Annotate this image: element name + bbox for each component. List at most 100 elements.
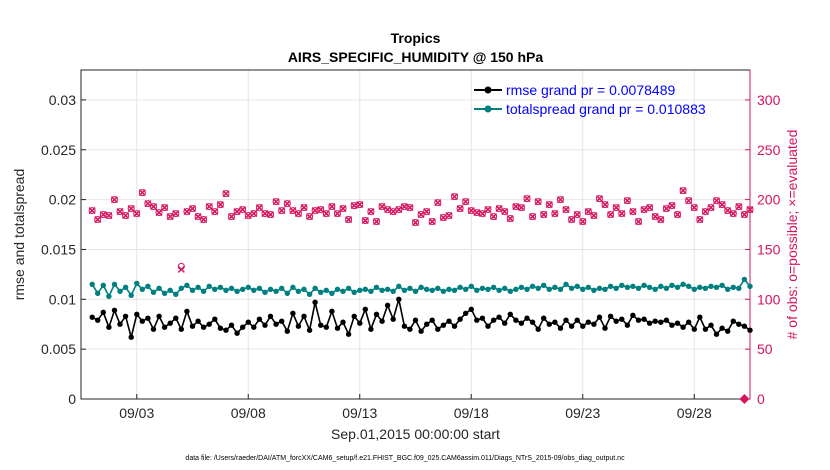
obs-evaluated-point [372,218,381,226]
rmse-point [150,326,157,332]
obs-evaluated-point [278,207,286,215]
spread-point [279,285,285,291]
spread-point [134,280,140,287]
obs-possible-point [456,205,464,213]
spread-point [663,285,670,291]
rmse-point [145,315,151,321]
obs-zero-marker [739,394,750,404]
obs-possible-point [451,193,459,201]
obs-evaluated-point [534,198,542,206]
y-tick-label: 0.02 [49,192,76,208]
obs-evaluated-point [267,211,275,219]
obs-possible-point [579,218,587,226]
obs-possible-point [328,203,336,211]
rmse-point [122,313,129,319]
rmse-point [485,323,491,329]
rmse-point [134,311,140,317]
rmse-point [334,325,341,331]
spread-point [463,286,469,292]
obs-evaluated-point [478,210,486,218]
obs-possible-point [255,204,263,212]
rmse-point [440,322,447,328]
obs-evaluated-point [411,219,420,227]
rmse-point [390,316,396,322]
spread-point [100,282,107,288]
rmse-point [312,299,318,305]
spread-point [295,288,302,294]
obs-evaluated-point [233,208,241,216]
obs-evaluated-point [99,211,107,219]
rmse-point [613,318,619,324]
obs-evaluated-point [673,211,682,219]
obs-evaluated-point [255,204,263,212]
spread-point [362,286,368,292]
spread-point [541,282,547,288]
obs-evaluated-point [607,211,615,219]
obs-evaluated-point [512,203,520,211]
obs-possible-point [551,210,559,218]
rmse-point [200,324,207,330]
obs-possible-point [556,196,564,204]
spread-point [568,285,575,291]
rmse-point [507,311,513,317]
rmse-point [251,324,257,330]
rmse-point [702,326,709,332]
obs-possible-point [478,210,486,218]
spread-point [619,282,625,288]
rmse-point [396,296,402,302]
rmse-point [719,325,725,331]
obs-evaluated-point [328,203,336,211]
obs-evaluated-point [735,203,743,211]
obs-possible-point [228,213,236,221]
obs-evaluated-point [384,206,392,214]
obs-evaluated-point [618,210,626,218]
spread-point [340,288,346,294]
obs-evaluated-point [434,199,442,207]
obs-evaluated-point [110,196,118,204]
obs-possible-point [283,200,291,208]
spread-point [357,287,363,293]
rmse-point [686,319,692,325]
obs-evaluated-point [149,203,158,211]
obs-possible-point [122,212,130,220]
spread-point [630,283,636,289]
rmse-point [697,314,703,320]
obs-evaluated-point [724,207,732,215]
rmse-point [429,317,435,323]
obs-possible-point [367,208,375,216]
obs-evaluated-point [523,195,531,203]
obs-possible-point [618,210,626,218]
spread-point [418,284,424,290]
rmse-point [139,318,145,324]
spread-point [702,285,709,291]
obs-count-layer [88,187,754,404]
rmse-point [669,322,675,328]
obs-possible-point [356,201,364,209]
spread-point [596,285,603,291]
spread-point [613,285,619,291]
obs-evaluated-point [122,212,130,220]
obs-possible-point [361,217,369,225]
rmse-point [290,310,296,316]
rmse-point [206,321,212,327]
obs-possible-point [133,210,141,218]
obs-possible-point [718,201,726,209]
spread-point [95,290,101,296]
legend-spread-label: totalspread grand pr = 0.010883 [506,101,706,117]
obs-evaluated-point [166,213,174,221]
obs-possible-point [88,207,96,215]
spread-point [674,284,681,290]
spread-point [401,287,408,293]
rmse-point [245,319,251,325]
spread-point [234,288,240,294]
spread-point [145,283,151,289]
y-tick-label: 0 [68,391,76,407]
rmse-point [323,324,329,330]
spread-point [345,285,352,291]
footer-datafile: data file: /Users/raeder/DAI/ATM_forcXX/… [185,455,625,462]
obs-possible-point [674,211,682,219]
obs-evaluated-point [729,210,737,218]
obs-evaluated-point [361,217,369,225]
rmse-point [373,311,380,317]
